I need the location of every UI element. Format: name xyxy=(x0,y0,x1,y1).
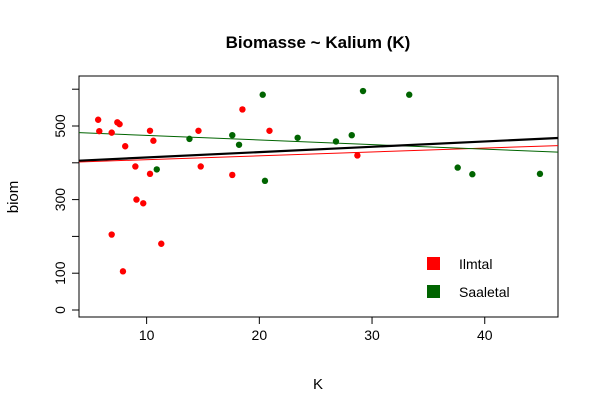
fit-line-overall xyxy=(78,136,559,162)
x-tick-label-4: 40 xyxy=(477,327,493,343)
y-tick-label-4: 300 xyxy=(52,188,68,212)
y-tick-label-6: 500 xyxy=(52,114,68,138)
legend-swatch-1 xyxy=(427,257,440,270)
point-s2-14 xyxy=(536,170,544,178)
point-s1-2 xyxy=(96,127,103,135)
x-tick-label-1: 10 xyxy=(139,327,155,343)
point-s2-12 xyxy=(454,164,461,171)
point-s2-5 xyxy=(259,91,266,98)
y-tick-label-1: 0 xyxy=(52,306,68,314)
point-s1-21 xyxy=(354,152,361,159)
x-tick-label-3: 30 xyxy=(364,327,380,343)
point-s2-9 xyxy=(348,132,355,139)
point-s1-16 xyxy=(195,127,202,134)
point-s1-15 xyxy=(158,240,165,247)
point-s2-7 xyxy=(294,134,301,141)
point-s1-9 xyxy=(132,163,139,170)
point-s1-17 xyxy=(197,163,204,170)
point-s1-13 xyxy=(146,170,154,178)
data-points xyxy=(94,87,544,275)
legend-swatch-2 xyxy=(427,285,440,298)
regression-lines xyxy=(78,132,559,163)
plot-area-border xyxy=(78,75,559,318)
y-axis-label: biom xyxy=(5,181,22,214)
point-s1-1 xyxy=(94,116,102,123)
point-s1-12 xyxy=(146,127,154,134)
chart-title: Biomasse ~ Kalium (K) xyxy=(226,33,411,52)
fit-line-1 xyxy=(78,145,559,163)
point-s1-20 xyxy=(266,127,273,134)
legend: Ilmtal Saaletal xyxy=(427,256,510,300)
point-s1-5 xyxy=(116,120,123,128)
point-s1-11 xyxy=(140,200,147,207)
point-s2-3 xyxy=(229,132,236,139)
point-s1-8 xyxy=(119,268,127,275)
point-s1-19 xyxy=(239,106,246,113)
y-axis: 0 100 300 500 xyxy=(52,88,79,314)
point-s2-2 xyxy=(186,135,193,143)
point-s1-6 xyxy=(122,143,129,150)
point-s2-4 xyxy=(235,141,243,148)
point-s2-10 xyxy=(359,87,367,95)
legend-label-1: Ilmtal xyxy=(459,256,492,272)
point-s1-10 xyxy=(133,196,140,203)
fit-line-2 xyxy=(78,132,559,153)
point-s2-13 xyxy=(469,171,476,178)
y-tick-label-2: 100 xyxy=(52,261,68,285)
legend-label-2: Saaletal xyxy=(459,284,510,300)
x-axis: 10 20 30 40 xyxy=(139,317,493,343)
point-s1-3 xyxy=(108,129,115,136)
point-s1-14 xyxy=(150,137,157,144)
point-s1-18 xyxy=(229,171,236,179)
point-s2-11 xyxy=(406,91,413,98)
point-s1-7 xyxy=(108,231,115,238)
x-axis-label: K xyxy=(313,376,323,393)
x-tick-label-2: 20 xyxy=(252,327,268,343)
point-s2-6 xyxy=(261,177,269,185)
point-s2-8 xyxy=(332,138,340,145)
point-s2-1 xyxy=(153,166,160,173)
